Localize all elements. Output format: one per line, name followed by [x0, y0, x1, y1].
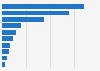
Bar [2, 24, 21, 28]
Bar [2, 62, 5, 67]
Bar [2, 4, 84, 9]
Bar [2, 17, 44, 22]
Bar [2, 43, 10, 47]
Bar [2, 11, 69, 15]
Bar [2, 30, 16, 35]
Bar [2, 49, 9, 54]
Bar [2, 56, 7, 60]
Bar [2, 36, 13, 41]
